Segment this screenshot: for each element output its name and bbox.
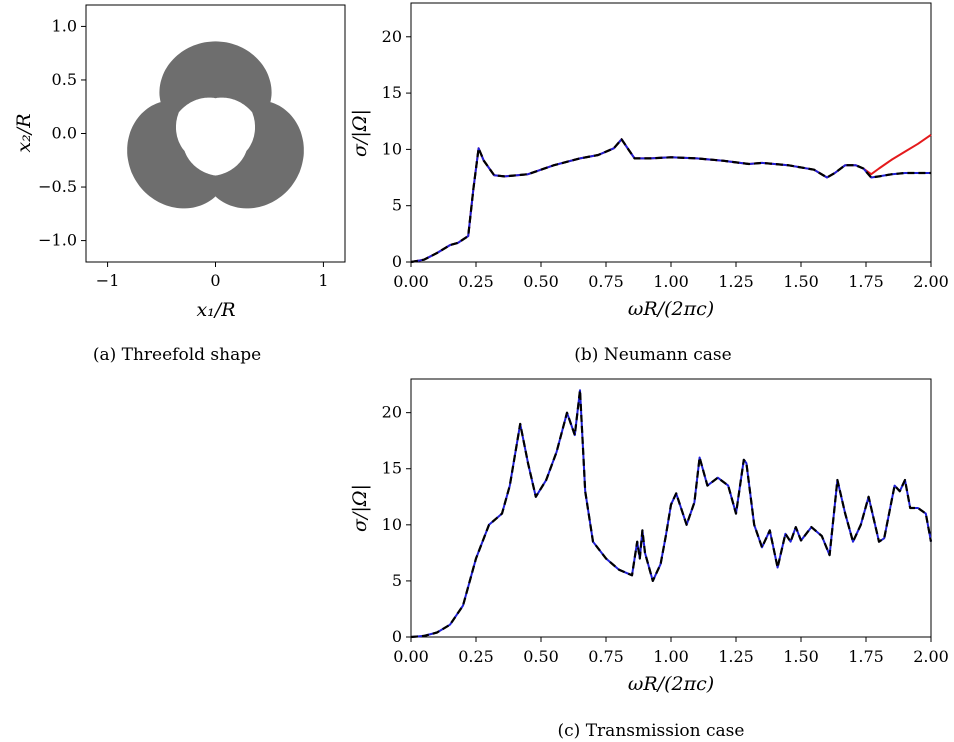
neumann-series-group <box>410 133 932 264</box>
transmission-series-line-0 <box>410 389 932 638</box>
neumann-xtick-label: 0.50 <box>523 272 559 291</box>
neumann-ytick-label: 10 <box>382 139 402 158</box>
transmission-ylabel: σ/|Ω| <box>349 484 371 532</box>
transmission-xtick-label: 1.75 <box>848 647 884 666</box>
transmission-ytick-label: 20 <box>382 403 402 422</box>
neumann-xlabel: ωR/(2πc) <box>628 298 714 320</box>
panel-threefold-shape: −1 0 1 1.0 0.5 0.0 −0.5 −1.0 x₁/R x₂/R (a) Thre… <box>13 4 346 365</box>
transmission-ytick-label: 15 <box>382 459 402 478</box>
shape-ylabel: x₂/R <box>13 113 35 152</box>
neumann-ytick-label: 5 <box>392 196 402 215</box>
transmission-xtick-label: 0.00 <box>393 647 429 666</box>
neumann-axis-ticks: 0.00 0.25 0.50 0.75 1.00 1.25 1.50 1.75 2.00 0 5 10… <box>382 27 949 291</box>
panel-neumann-case: 0.00 0.25 0.50 0.75 1.00 1.25 1.50 1.75 2.00 0 5 10… <box>349 2 949 365</box>
neumann-xtick-label: 1.50 <box>783 272 819 291</box>
transmission-xtick-label: 1.50 <box>783 647 819 666</box>
shape-ytick-label: 1.0 <box>52 16 77 35</box>
caption-a: (a) Threefold shape <box>93 345 261 365</box>
transmission-axis-ticks: 0.00 0.25 0.50 0.75 1.00 1.25 1.50 1.75 2.00 0 5 10… <box>382 403 949 666</box>
neumann-xtick-label: 0.75 <box>588 272 624 291</box>
shape-xtick-label: 0 <box>210 271 220 290</box>
transmission-series-line-1 <box>410 389 933 639</box>
neumann-plot-frame <box>410 2 932 263</box>
transmission-xtick-label: 1.00 <box>653 647 689 666</box>
transmission-xlabel: ωR/(2πc) <box>628 673 714 695</box>
transmission-ytick-label: 5 <box>392 571 402 590</box>
transmission-xtick-label: 1.25 <box>718 647 754 666</box>
panel-transmission-case: 0.00 0.25 0.50 0.75 1.00 1.25 1.50 1.75 2.00 0 5 10… <box>349 378 949 741</box>
shape-xtick-label: −1 <box>96 271 120 290</box>
neumann-ylabel: σ/|Ω| <box>349 109 371 157</box>
neumann-xtick-label: 0.00 <box>393 272 429 291</box>
transmission-xtick-label: 0.75 <box>588 647 624 666</box>
caption-b: (b) Neumann case <box>574 345 731 365</box>
threefold-shape <box>127 41 304 209</box>
neumann-xtick-label: 1.00 <box>653 272 689 291</box>
shape-ytick-label: −1.0 <box>38 231 77 250</box>
shape-ytick-label: 0.0 <box>52 124 77 143</box>
neumann-ytick-label: 20 <box>382 27 402 46</box>
neumann-xtick-label: 1.25 <box>718 272 754 291</box>
shape-xtick-label: 1 <box>318 271 328 290</box>
neumann-ytick-label: 15 <box>382 83 402 102</box>
shape-xlabel: x₁/R <box>196 299 235 321</box>
shape-ytick-label: 0.5 <box>52 70 77 89</box>
shape-ytick-label: −0.5 <box>38 177 77 196</box>
transmission-ytick-label: 0 <box>392 627 402 646</box>
neumann-series-line-2 <box>410 138 931 264</box>
transmission-xtick-label: 0.50 <box>523 647 559 666</box>
transmission-ytick-label: 10 <box>382 515 402 534</box>
neumann-ytick-label: 0 <box>392 252 402 271</box>
caption-c: (c) Transmission case <box>558 721 745 741</box>
neumann-xtick-label: 0.25 <box>458 272 494 291</box>
neumann-xtick-label: 1.75 <box>848 272 884 291</box>
shape-axis-ticks: −1 0 1 1.0 0.5 0.0 −0.5 −1.0 <box>38 16 328 290</box>
transmission-series-group <box>410 389 933 639</box>
transmission-xtick-label: 2.00 <box>913 647 949 666</box>
neumann-series-line-0 <box>410 133 932 263</box>
transmission-xtick-label: 0.25 <box>458 647 494 666</box>
neumann-xtick-label: 2.00 <box>913 272 949 291</box>
